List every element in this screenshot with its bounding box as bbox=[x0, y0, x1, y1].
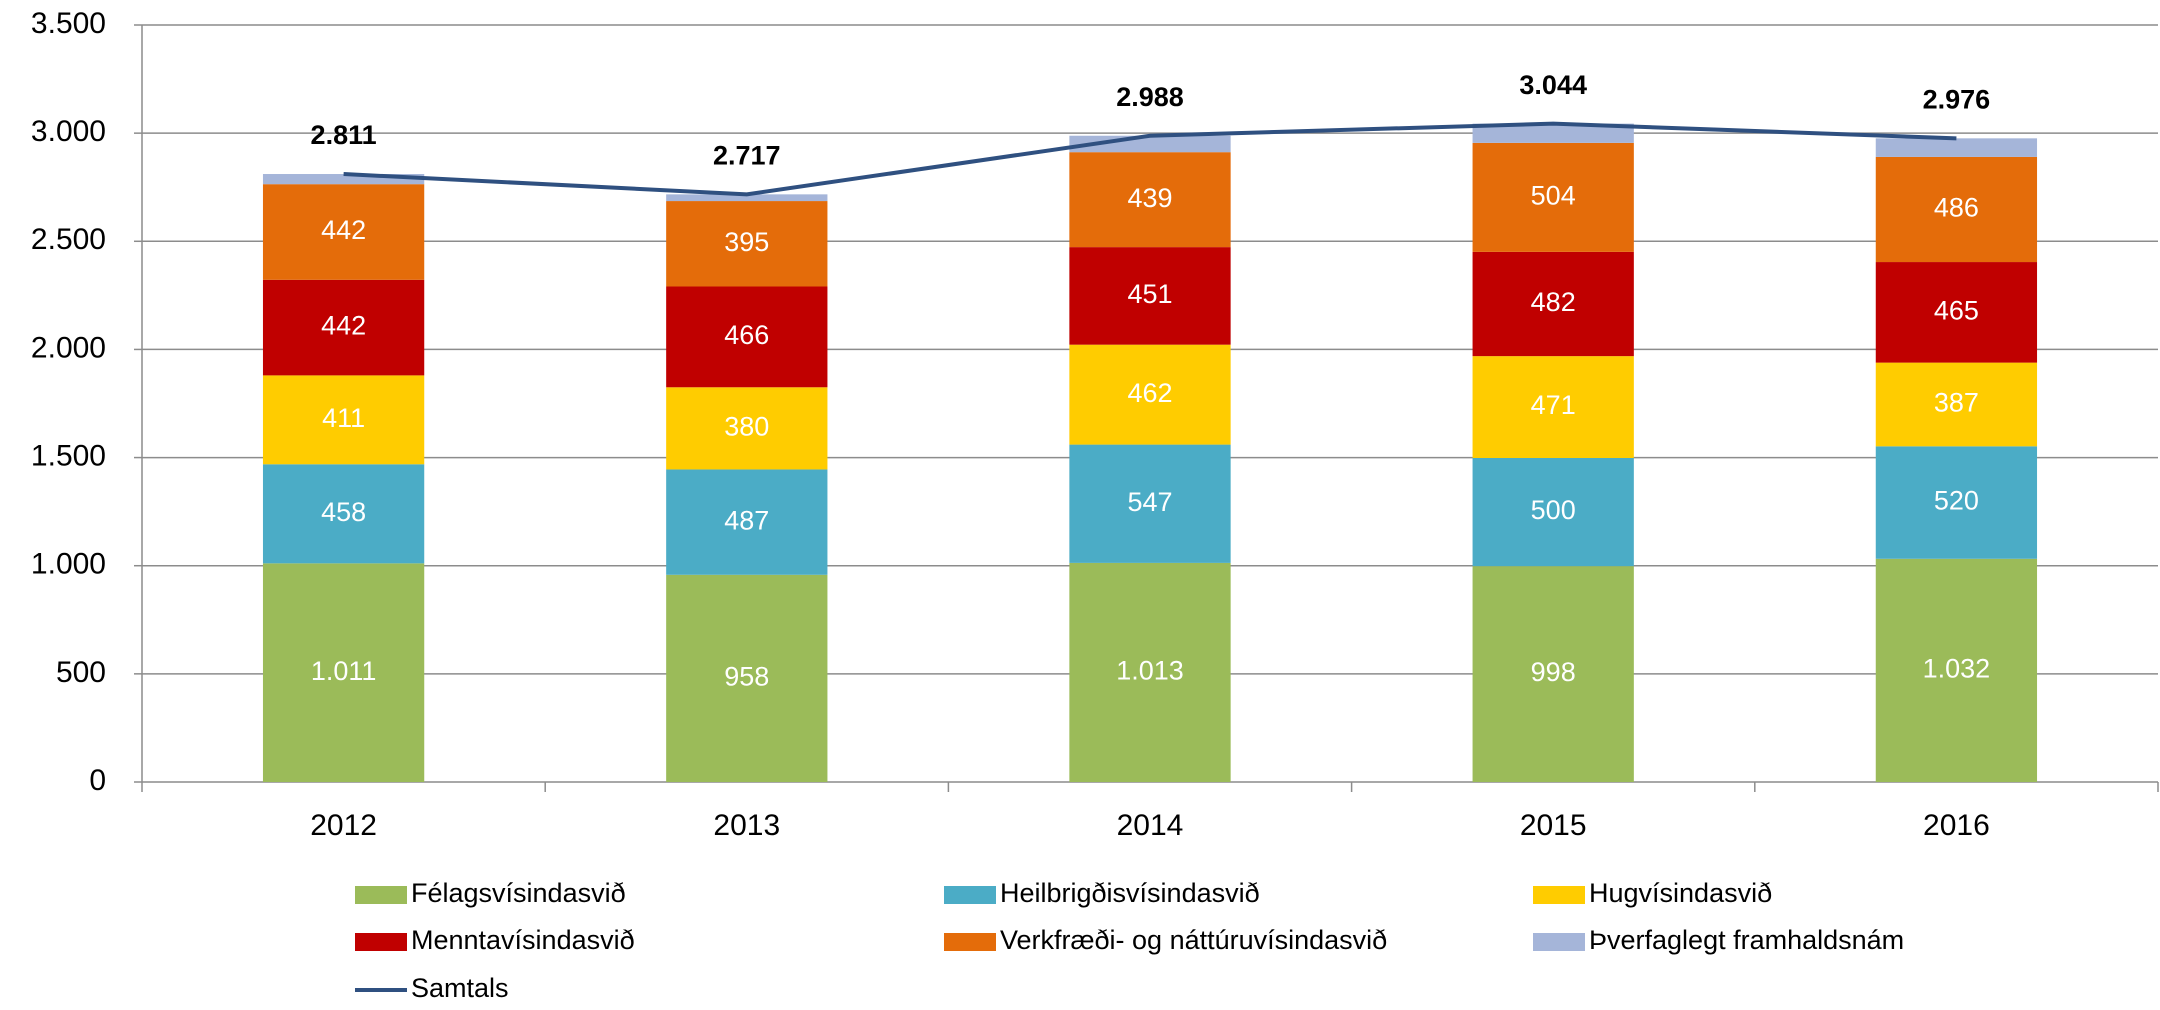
data-label: 442 bbox=[321, 215, 366, 245]
data-label: 1.032 bbox=[1923, 654, 1991, 684]
legend-swatch bbox=[944, 933, 996, 951]
bar-segment bbox=[666, 201, 828, 287]
bar-segment bbox=[262, 184, 425, 280]
total-label: 3.044 bbox=[1519, 70, 1587, 100]
bar-segment bbox=[1875, 446, 2038, 559]
bar-segment bbox=[1875, 362, 2038, 447]
bar-segment bbox=[1875, 138, 2038, 157]
y-tick-label: 500 bbox=[56, 656, 106, 689]
data-label: 411 bbox=[322, 403, 365, 433]
data-label: 1.011 bbox=[311, 656, 377, 686]
data-label: 380 bbox=[724, 411, 769, 441]
y-tick-label: 2.000 bbox=[31, 331, 106, 364]
bar-segment bbox=[1069, 247, 1231, 345]
legend-label: Samtals bbox=[411, 973, 509, 1003]
x-tick-label: 2016 bbox=[1923, 809, 1990, 842]
legend-label: Verkfræði- og náttúruvísindasvið bbox=[1000, 925, 1387, 955]
data-label: 998 bbox=[1531, 657, 1576, 687]
legend-label: Þverfaglegt framhaldsnám bbox=[1589, 925, 1904, 955]
legend-label: Heilbrigðisvísindasvið bbox=[1000, 878, 1260, 908]
x-tick-label: 2015 bbox=[1520, 809, 1587, 842]
data-label: 482 bbox=[1531, 287, 1576, 317]
bar-segment bbox=[262, 174, 425, 185]
data-label: 471 bbox=[1531, 390, 1576, 420]
legend-label: Menntavísindasvið bbox=[411, 925, 635, 955]
data-label: 486 bbox=[1934, 193, 1979, 223]
data-label: 465 bbox=[1934, 295, 1979, 325]
total-label: 2.717 bbox=[713, 140, 781, 170]
data-label: 458 bbox=[321, 497, 366, 527]
bar-segment bbox=[1069, 344, 1231, 445]
total-label: 2.811 bbox=[311, 120, 377, 150]
data-label: 462 bbox=[1127, 378, 1172, 408]
bar-segment bbox=[1472, 458, 1634, 567]
y-tick-label: 2.500 bbox=[31, 223, 106, 256]
data-label: 387 bbox=[1934, 388, 1979, 418]
bar-segment bbox=[666, 194, 828, 202]
bar-segment bbox=[1472, 251, 1634, 357]
data-label: 466 bbox=[724, 320, 769, 350]
data-label: 1.013 bbox=[1116, 656, 1184, 686]
x-tick-label: 2013 bbox=[713, 809, 780, 842]
y-tick-label: 3.000 bbox=[31, 115, 106, 148]
y-tick-label: 1.000 bbox=[31, 548, 106, 581]
bar-segment bbox=[1069, 444, 1231, 563]
bar-segment bbox=[1069, 152, 1231, 248]
data-label: 439 bbox=[1127, 183, 1172, 213]
bar-segment bbox=[262, 464, 425, 564]
bar-segment bbox=[1472, 123, 1634, 143]
legend-swatch bbox=[355, 886, 407, 904]
data-label: 395 bbox=[724, 227, 769, 257]
total-label: 2.976 bbox=[1923, 84, 1991, 114]
legend-swatch bbox=[1533, 933, 1585, 951]
bar-segment bbox=[1472, 356, 1634, 459]
data-label: 442 bbox=[321, 311, 366, 341]
data-label: 958 bbox=[724, 662, 769, 692]
data-label: 451 bbox=[1127, 279, 1172, 309]
data-label: 500 bbox=[1531, 495, 1576, 525]
y-tick-label: 3.500 bbox=[31, 7, 106, 40]
total-line bbox=[343, 121, 1957, 197]
bar-segment bbox=[1069, 562, 1231, 782]
bar-segment bbox=[1875, 262, 2038, 363]
bar-segment bbox=[666, 574, 828, 782]
data-label: 487 bbox=[724, 505, 769, 535]
data-label: 520 bbox=[1934, 486, 1979, 516]
legend-label: Félagsvísindasvið bbox=[411, 878, 626, 908]
y-tick-label: 0 bbox=[89, 764, 106, 797]
data-label: 504 bbox=[1531, 181, 1576, 211]
bar-segment bbox=[666, 469, 828, 575]
legend-swatch bbox=[1533, 886, 1585, 904]
bar-segment bbox=[262, 375, 425, 465]
x-tick-label: 2014 bbox=[1117, 809, 1184, 842]
bar-segment bbox=[1875, 558, 2038, 782]
legend-swatch bbox=[355, 933, 407, 951]
x-tick-label: 2012 bbox=[310, 809, 377, 842]
legend-swatch bbox=[944, 886, 996, 904]
bar-segment bbox=[666, 286, 828, 388]
bar-segment bbox=[1472, 142, 1634, 252]
bar-segment bbox=[262, 563, 425, 782]
bar-segment bbox=[1875, 156, 2038, 263]
bar-segment bbox=[666, 387, 828, 470]
y-tick-label: 1.500 bbox=[31, 439, 106, 472]
bar-segment bbox=[1472, 566, 1634, 782]
legend-label: Hugvísindasvið bbox=[1589, 878, 1772, 908]
total-label: 2.988 bbox=[1116, 82, 1184, 112]
bar-segment bbox=[262, 279, 425, 376]
data-label: 547 bbox=[1127, 487, 1172, 517]
